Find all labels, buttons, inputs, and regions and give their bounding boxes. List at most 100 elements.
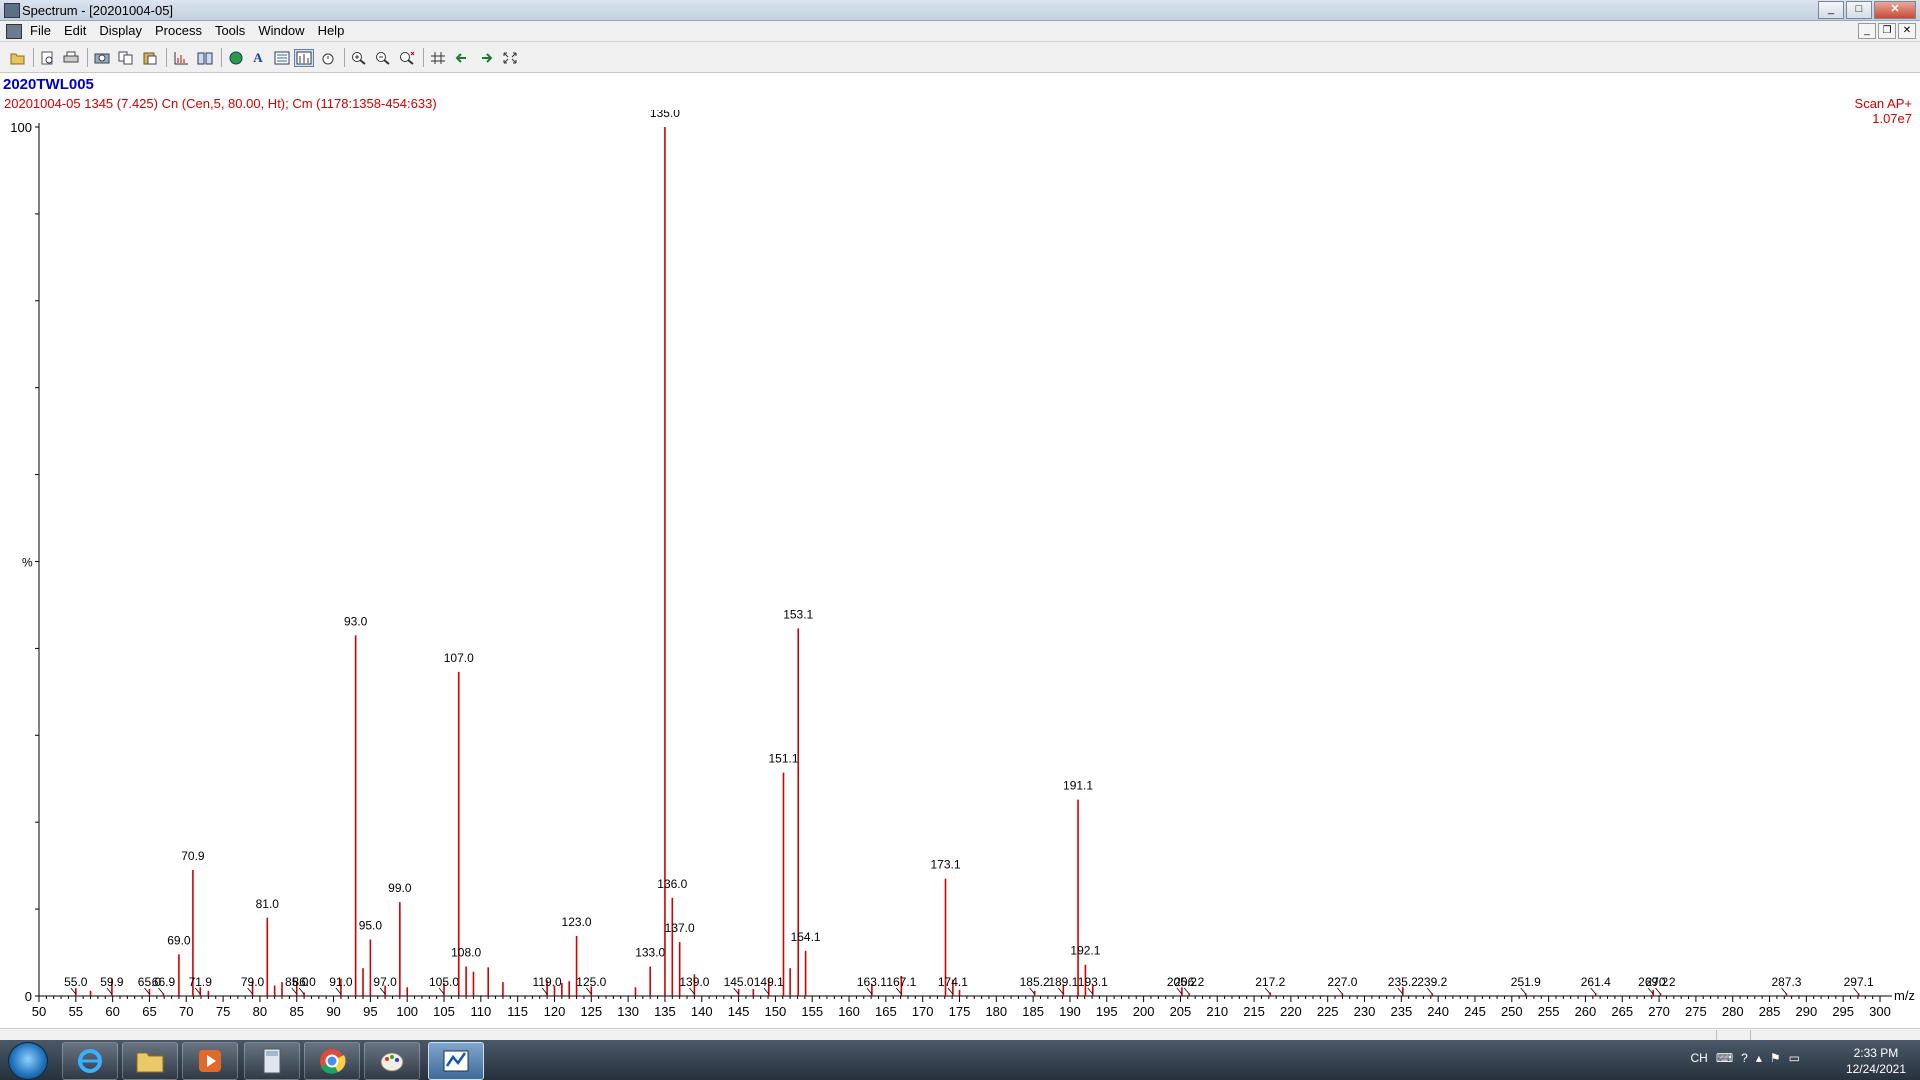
- start-button[interactable]: [8, 1042, 48, 1080]
- input-language-indicator[interactable]: CH: [1690, 1051, 1708, 1065]
- x-tick-label: 280: [1722, 1004, 1744, 1019]
- mass-spectrum-chart[interactable]: 100 0% 50 55 60 65 70 75 80 85 90 95 100 105 110 115 120…: [0, 110, 1920, 1028]
- print-icon[interactable]: [61, 49, 81, 67]
- peak-label: 107.0: [444, 651, 474, 665]
- close-button[interactable]: ✕: [1874, 1, 1916, 19]
- globe-icon[interactable]: [226, 49, 246, 67]
- minimize-button[interactable]: _: [1818, 1, 1844, 19]
- x-tick-label: 120: [544, 1004, 566, 1019]
- x-tick-label: 210: [1206, 1004, 1228, 1019]
- peak-label-leader: [1337, 987, 1343, 995]
- clock-time: 2:33 PM: [1853, 1046, 1899, 1060]
- internet-explorer-icon[interactable]: [62, 1042, 118, 1080]
- x-tick-label: 190: [1059, 1004, 1081, 1019]
- x-tick-label: 200: [1133, 1004, 1155, 1019]
- spectrum-pane[interactable]: [0, 73, 1920, 1028]
- peak-label: 235.2: [1388, 975, 1418, 989]
- menu-edit[interactable]: Edit: [63, 23, 87, 38]
- zoom-out-icon[interactable]: [373, 49, 393, 67]
- help-icon[interactable]: ?: [1741, 1051, 1748, 1065]
- peak-label-leader: [1647, 987, 1654, 995]
- peak-label: 151.1: [768, 752, 798, 766]
- media-player-icon[interactable]: [182, 1042, 238, 1080]
- window-title: Spectrum - [20201004-05]: [22, 3, 174, 18]
- peak-label: 153.1: [783, 607, 813, 621]
- peak-label: 69.0: [167, 933, 191, 947]
- file-explorer-icon[interactable]: [122, 1042, 178, 1080]
- text-icon[interactable]: A: [253, 50, 263, 65]
- masslynx-icon[interactable]: [428, 1042, 484, 1080]
- x-tick-label: 275: [1685, 1004, 1707, 1019]
- x-tick-label: 265: [1611, 1004, 1633, 1019]
- x-tick-label: 50: [32, 1004, 46, 1019]
- scan-mode: Scan AP+: [1854, 96, 1912, 111]
- peak-label-leader: [144, 987, 150, 995]
- zoom-reset-icon[interactable]: [397, 49, 417, 67]
- paint-icon[interactable]: [364, 1042, 420, 1080]
- menu-process[interactable]: Process: [154, 23, 202, 38]
- timer-icon[interactable]: [318, 49, 338, 67]
- calculator-icon[interactable]: [244, 1042, 300, 1080]
- chrome-icon[interactable]: [304, 1042, 360, 1080]
- grid-icon[interactable]: [428, 49, 448, 67]
- chart-icon[interactable]: [171, 49, 191, 67]
- action-center-flag-icon[interactable]: ⚑: [1769, 1051, 1781, 1065]
- x-tick-label: 110: [470, 1004, 491, 1019]
- doc-minimize-button[interactable]: _: [1858, 23, 1876, 39]
- keyboard-icon[interactable]: ⌨: [1715, 1051, 1734, 1065]
- peak-label-leader: [1520, 987, 1527, 995]
- fit-icon[interactable]: [500, 49, 520, 67]
- peak-label-leader: [1029, 987, 1035, 995]
- book-icon[interactable]: [195, 49, 215, 67]
- peak-label-leader: [335, 987, 342, 995]
- menu-display[interactable]: Display: [99, 23, 142, 38]
- peak-label: 206.2: [1174, 975, 1204, 989]
- peak-label-leader: [947, 987, 954, 995]
- x-tick-label: 90: [326, 1004, 340, 1019]
- menu-tools[interactable]: Tools: [214, 23, 246, 38]
- peak-label: 167.1: [886, 975, 916, 989]
- forward-arrow-icon[interactable]: [476, 49, 496, 67]
- show-hidden-icons-icon[interactable]: ▴: [1755, 1051, 1762, 1065]
- peak-label: 105.0: [429, 975, 459, 989]
- peak-label-leader: [158, 987, 164, 995]
- spectrum-mode-icon[interactable]: [294, 49, 314, 67]
- peak-label-leader: [541, 987, 548, 995]
- copy-icon[interactable]: [116, 49, 136, 67]
- peak-label: 93.0: [344, 614, 368, 628]
- taskbar-clock[interactable]: 2:33 PM 12/24/2021: [1846, 1045, 1906, 1077]
- peak-label: 97.0: [373, 975, 397, 989]
- peak-label-leader: [1781, 987, 1787, 995]
- x-tick-label: 85: [290, 1004, 304, 1019]
- network-icon[interactable]: ▭: [1788, 1051, 1800, 1065]
- peak-label: 91.0: [329, 975, 353, 989]
- x-tick-label: 155: [801, 1004, 823, 1019]
- doc-close-button[interactable]: ✕: [1898, 23, 1916, 39]
- list-icon[interactable]: [272, 49, 292, 67]
- menu-window[interactable]: Window: [258, 23, 305, 38]
- menu-file[interactable]: File: [30, 23, 51, 38]
- peak-label: 185.2: [1020, 975, 1050, 989]
- document-controls: _ ❐ ✕: [1858, 23, 1916, 39]
- copy-picture-icon[interactable]: [92, 49, 112, 67]
- open-icon[interactable]: [8, 49, 28, 67]
- x-tick-label: 185: [1022, 1004, 1044, 1019]
- peak-label: 174.1: [938, 975, 968, 989]
- app-icon[interactable]: [4, 3, 20, 18]
- x-tick-label: 180: [985, 1004, 1007, 1019]
- back-arrow-icon[interactable]: [452, 49, 472, 67]
- doc-restore-button[interactable]: ❐: [1878, 23, 1896, 39]
- peak-label: 154.1: [791, 930, 821, 944]
- document-icon[interactable]: [6, 24, 22, 39]
- maximize-button[interactable]: □: [1846, 1, 1872, 19]
- x-tick-label: 60: [105, 1004, 119, 1019]
- peak-label: 287.3: [1771, 975, 1801, 989]
- peak-label-leader: [438, 987, 445, 995]
- print-preview-icon[interactable]: [37, 49, 57, 67]
- menu-help[interactable]: Help: [317, 23, 345, 38]
- peak-label: 173.1: [930, 858, 960, 872]
- paste-icon[interactable]: [140, 49, 160, 67]
- zoom-in-icon[interactable]: [349, 49, 369, 67]
- x-tick-label: 145: [728, 1004, 750, 1019]
- system-tray: CH ⌨ ? ▴ ⚑ ▭: [1691, 1051, 1801, 1065]
